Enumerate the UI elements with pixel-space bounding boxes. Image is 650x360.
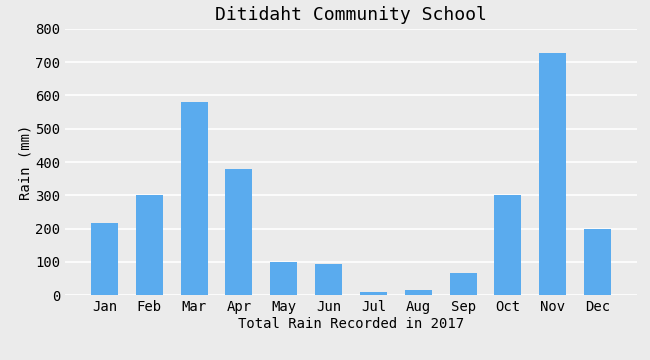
Y-axis label: Rain (mm): Rain (mm) [18,124,32,200]
Bar [136,195,162,295]
Bar [91,222,118,295]
Bar [270,262,297,295]
Bar [360,292,387,295]
Bar [495,195,521,295]
Bar [450,273,476,295]
Bar [226,169,252,295]
Bar [584,229,611,295]
Bar [405,289,432,295]
Bar [315,264,342,295]
Bar [540,53,566,295]
Title: Ditidaht Community School: Ditidaht Community School [215,6,487,24]
Bar [181,102,207,295]
X-axis label: Total Rain Recorded in 2017: Total Rain Recorded in 2017 [238,317,464,331]
